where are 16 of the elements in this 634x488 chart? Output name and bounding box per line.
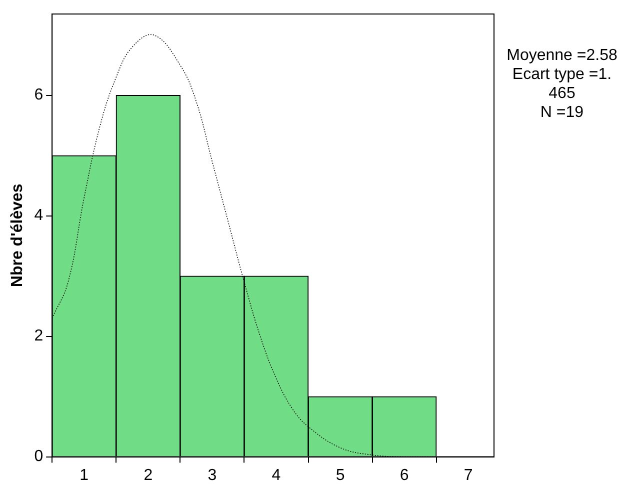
y-tick-label: 6: [34, 86, 44, 104]
x-tick-label: 5: [336, 466, 345, 484]
x-tick-label: 1: [80, 466, 89, 484]
text: N =19: [539, 103, 585, 122]
x-tick-label: 2: [144, 466, 153, 484]
y-tick-label: 0: [34, 448, 44, 466]
text: 465: [548, 84, 576, 103]
text: Moyenne =2.58: [506, 46, 618, 65]
y-tick-label: 2: [34, 328, 44, 345]
x-tick-label: 4: [272, 466, 281, 484]
x-tick-label: 3: [208, 466, 217, 484]
x-tick-label: 7: [464, 466, 473, 484]
text: Ecart type =1.: [511, 65, 613, 84]
y-axis-title: Nbre d'élèves: [9, 184, 26, 288]
x-tick-label: 6: [400, 466, 409, 484]
y-tick-label: 4: [34, 207, 44, 224]
